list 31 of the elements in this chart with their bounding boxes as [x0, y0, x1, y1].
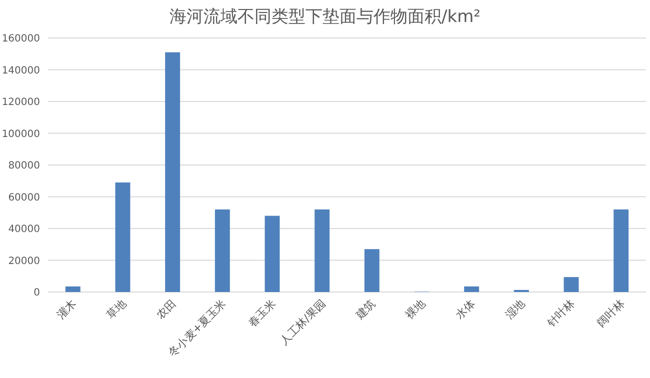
x-tick-label: 农田: [154, 296, 179, 322]
y-tick-label: 120000: [2, 97, 40, 108]
bar: [314, 209, 330, 292]
bar: [115, 182, 130, 292]
bar: [214, 209, 230, 292]
bar: [564, 277, 579, 292]
x-tick-label: 春玉米: [246, 296, 278, 330]
chart-title: 海河流域不同类型下垫面与作物面积/km²: [170, 7, 480, 27]
y-tick-label: 0: [34, 288, 40, 298]
y-tick-label: 40000: [8, 224, 40, 235]
bar: [364, 249, 380, 292]
y-tick-label: 160000: [2, 34, 40, 44]
y-tick-label: 140000: [2, 65, 40, 76]
bar: [264, 216, 280, 292]
x-tick-label: 草地: [104, 296, 129, 322]
x-tick-label: 裸地: [403, 296, 428, 322]
bar: [165, 52, 180, 292]
x-tick-label: 水体: [452, 296, 478, 322]
bar: [464, 286, 480, 292]
x-tick-label: 灌木: [54, 296, 80, 322]
y-tick-label: 80000: [8, 160, 40, 172]
y-tick-label: 100000: [2, 128, 40, 140]
x-tick-label: 针叶林: [544, 296, 578, 330]
x-tick-label: 人工林/果园: [277, 296, 328, 348]
x-tick-label: 阔叶林: [594, 296, 628, 330]
y-tick-label: 60000: [8, 192, 40, 204]
bar: [65, 286, 80, 292]
bar: [614, 209, 629, 292]
y-tick-label: 20000: [8, 256, 40, 267]
x-tick-label: 湿地: [502, 296, 528, 322]
x-tick-label: 建筑: [352, 296, 378, 322]
